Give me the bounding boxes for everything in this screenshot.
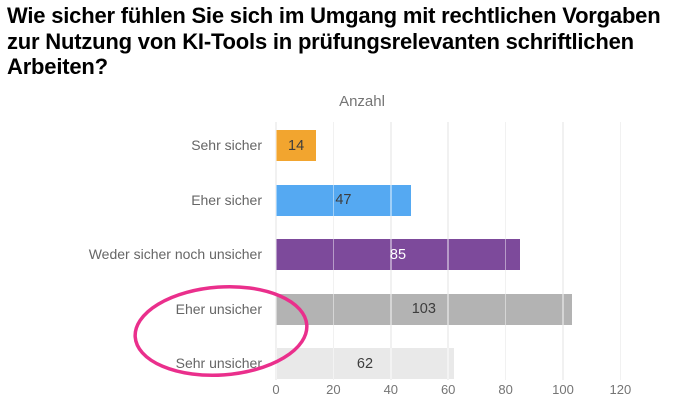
category-label: Sehr sicher: [191, 137, 262, 153]
gridline-overlay: [504, 122, 507, 380]
bar-value-label: 103: [411, 301, 436, 318]
gridline-overlay: [390, 122, 392, 380]
bar: 14: [276, 130, 317, 161]
category-label: Eher sicher: [191, 191, 262, 208]
x-tick-label: 40: [383, 382, 399, 397]
x-tick-label: 0: [272, 382, 280, 397]
bar: 47: [276, 184, 411, 216]
bar: 85: [276, 239, 520, 271]
bar: 103: [276, 293, 572, 325]
gridline: [562, 122, 564, 380]
category-label: Eher unsicher: [175, 300, 262, 317]
gridline-overlay: [447, 122, 449, 380]
x-tick-label: 60: [440, 382, 456, 397]
category-label: Weder sicher noch unsicher: [88, 246, 262, 263]
gridline-overlay: [619, 122, 622, 380]
bar-value-label: 62: [356, 355, 374, 372]
gridline-overlay: [562, 122, 564, 380]
gridline-overlay: [275, 122, 277, 380]
x-tick-label: 100: [552, 382, 574, 397]
bar: 62: [276, 348, 454, 380]
bar-value-label: 85: [389, 246, 407, 263]
bar-value-label: 47: [335, 192, 352, 209]
chart-title: Anzahl: [339, 93, 385, 110]
gridline-overlay: [332, 122, 335, 380]
x-tick-label: 80: [498, 382, 513, 397]
bar-chart: Anzahl Sehr sicher 14 Eher sicher 47 Weder s…: [0, 88, 698, 410]
x-tick-label: 20: [326, 382, 341, 397]
x-tick-label: 120: [609, 382, 632, 397]
bar-value-label: 14: [288, 137, 305, 154]
category-label: Sehr unsicher: [175, 355, 262, 372]
gridline: [619, 122, 622, 380]
page-title: Wie sicher fühlen Sie sich im Umgang mit…: [7, 3, 661, 79]
